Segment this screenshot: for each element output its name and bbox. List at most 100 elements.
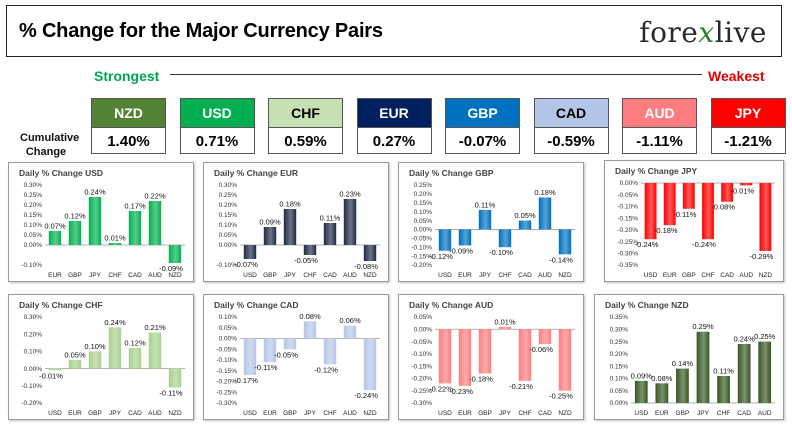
- category-label: NZD: [558, 272, 572, 279]
- bar: [148, 201, 162, 245]
- cumulative-value: 0.59%: [269, 127, 342, 154]
- data-label: -0.14%: [549, 255, 573, 264]
- bar: [283, 209, 297, 245]
- y-tick-label: 0.20%: [610, 351, 629, 358]
- data-label: 0.08%: [651, 374, 673, 383]
- y-tick-label: -0.10%: [21, 262, 42, 269]
- y-tick-label: -0.20%: [216, 379, 237, 386]
- currency-code: CAD: [534, 99, 608, 127]
- category-label: EUR: [48, 272, 62, 279]
- bar: [676, 368, 689, 403]
- chart-panel-8: Daily % Change NZD 0.00% 0.05% 0.10% 0.15% 0.…: [594, 294, 784, 420]
- bar-chart: Daily % Change GBP-0.20%-0.15%-0.10%-0.0…: [409, 168, 575, 279]
- data-label: -0.18%: [654, 226, 678, 235]
- data-label: -0.01%: [730, 186, 754, 195]
- category-label: NZD: [558, 410, 572, 417]
- ranking-box-cad: CAD -0.59%: [533, 98, 609, 154]
- y-tick-label: -0.25%: [216, 389, 237, 396]
- category-label: CAD: [518, 272, 532, 279]
- y-tick-label: 0.25%: [610, 339, 629, 346]
- title-bar: % Change for the Major Currency Pairs fo…: [6, 5, 782, 57]
- data-label: 0.06%: [339, 316, 361, 325]
- y-tick-label: 0.20%: [219, 202, 238, 209]
- y-tick-label: 0.15%: [219, 212, 238, 219]
- y-tick-label: -0.15%: [411, 253, 432, 260]
- bar: [759, 183, 772, 251]
- category-label: USD: [48, 410, 62, 417]
- y-tick-label: 0.05%: [219, 325, 238, 332]
- bar: [108, 327, 122, 369]
- bar: [263, 227, 277, 245]
- bar: [737, 344, 751, 403]
- data-label: 0.29%: [692, 322, 714, 331]
- currency-code: GBP: [446, 99, 519, 127]
- category-label: EUR: [263, 410, 277, 417]
- cumulative-value: -0.07%: [446, 127, 519, 154]
- category-label: AUD: [538, 272, 552, 279]
- currency-code: CHF: [269, 99, 342, 127]
- y-tick-label: -0.20%: [617, 227, 638, 234]
- bar: [538, 329, 552, 345]
- bar: [48, 368, 62, 371]
- bar: [243, 245, 257, 259]
- ranking-box-gbp: GBP -0.07%: [445, 98, 520, 154]
- bar: [88, 197, 102, 245]
- bar: [283, 338, 297, 350]
- y-tick-label: -0.05%: [411, 236, 432, 243]
- data-label: 0.07%: [44, 222, 66, 231]
- bar: [558, 329, 572, 391]
- y-tick-label: 0.10%: [219, 314, 238, 321]
- category-label: CAD: [128, 410, 142, 417]
- data-label: 0.24%: [104, 318, 126, 327]
- category-label: AUD: [148, 272, 162, 279]
- bar: [243, 338, 257, 376]
- data-label: 0.18%: [534, 188, 556, 197]
- bar: [303, 321, 317, 339]
- chart-title: Daily % Change USD: [19, 168, 103, 178]
- bar: [478, 329, 492, 374]
- bar-chart: Daily % Change AUD -0.30% -0.25% -0.20% -0.1…: [409, 300, 575, 417]
- y-tick-label: 0.20%: [414, 191, 433, 198]
- y-tick-label: 0.15%: [610, 363, 629, 370]
- y-tick-label: -0.10%: [411, 351, 432, 358]
- bar: [740, 183, 753, 186]
- chart-panel-1: Daily % Change USD -0.10% 0.00% 0.05% 0.10% 0…: [8, 162, 194, 282]
- bar: [343, 199, 357, 245]
- bar: [168, 245, 182, 263]
- category-label: CHF: [518, 410, 531, 417]
- bar: [696, 331, 710, 403]
- y-tick-label: -0.35%: [617, 262, 638, 269]
- data-label: -0.12%: [429, 252, 453, 261]
- bar: [663, 183, 676, 226]
- bar-chart: Daily % Change CHF -0.20% -0.10% 0.00% 0.10%…: [19, 300, 185, 417]
- category-label: EUR: [458, 410, 472, 417]
- y-tick-label: -0.15%: [617, 215, 638, 222]
- bar: [88, 351, 102, 369]
- y-tick-label: 0.25%: [414, 182, 433, 189]
- cumulative-value: -1.21%: [711, 127, 785, 154]
- chart-title: Daily % Change CHF: [19, 300, 103, 310]
- y-tick-label: -0.10%: [617, 204, 638, 211]
- data-label: 0.14%: [672, 359, 694, 368]
- category-label: GBP: [676, 410, 690, 417]
- strongest-label: Strongest: [94, 68, 160, 84]
- bar: [644, 183, 657, 240]
- chart-panel-6: Daily % Change CAD -0.30% -0.25% -0.20% -0.1…: [203, 294, 389, 420]
- category-label: JPY: [697, 410, 710, 417]
- y-tick-label: 0.20%: [24, 202, 43, 209]
- y-tick-label: -0.20%: [411, 376, 432, 383]
- y-tick-label: 0.00%: [414, 326, 433, 333]
- page-title: % Change for the Major Currency Pairs: [19, 20, 383, 42]
- y-tick-label: -0.10%: [411, 244, 432, 251]
- bar: [48, 231, 62, 245]
- category-label: EUR: [663, 272, 677, 279]
- y-tick-label: 0.05%: [24, 232, 43, 239]
- category-label: AUD: [148, 410, 162, 417]
- chart-title: Daily % Change JPY: [615, 166, 698, 176]
- y-tick-label: 0.00%: [219, 242, 238, 249]
- data-label: 0.17%: [124, 202, 146, 211]
- cumulative-value: -1.11%: [623, 127, 696, 154]
- data-label: 0.18%: [279, 200, 301, 209]
- category-label: EUR: [655, 410, 669, 417]
- category-label: AUD: [343, 272, 357, 279]
